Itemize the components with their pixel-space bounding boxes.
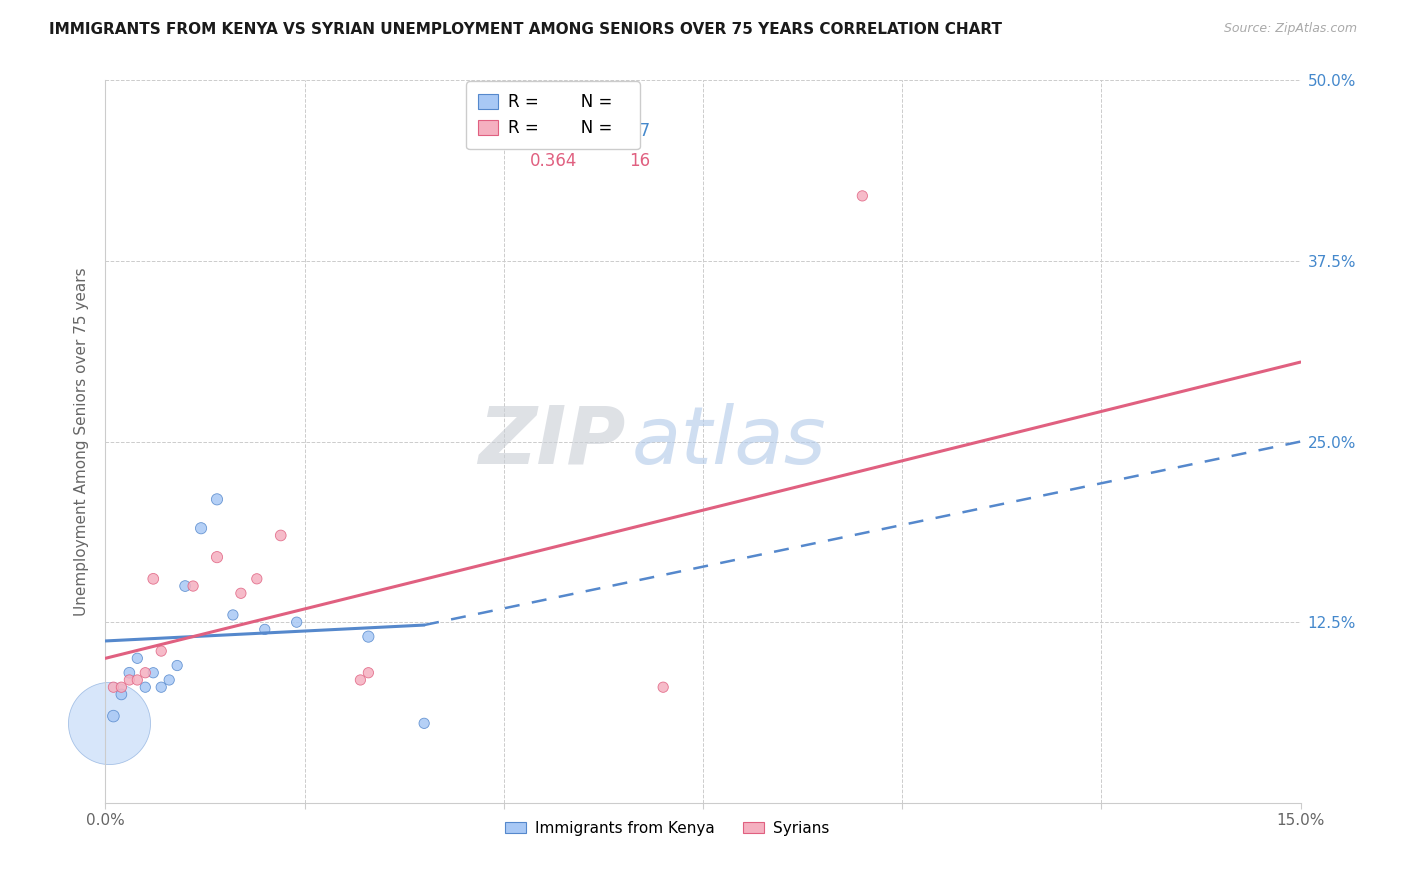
Point	[142, 665, 165, 680]
Point	[357, 630, 380, 644]
Text: 0.107: 0.107	[530, 122, 576, 140]
Point	[349, 673, 371, 687]
Point	[103, 680, 125, 694]
Point	[103, 709, 125, 723]
Text: 16: 16	[628, 152, 650, 169]
Text: atlas: atlas	[631, 402, 827, 481]
Point	[652, 680, 675, 694]
Point	[142, 572, 165, 586]
Text: 0.364: 0.364	[530, 152, 576, 169]
Point	[205, 492, 228, 507]
Point	[110, 687, 132, 701]
Point	[150, 644, 173, 658]
Point	[181, 579, 204, 593]
Point	[229, 586, 252, 600]
Point	[157, 673, 180, 687]
Point	[150, 680, 173, 694]
Point	[222, 607, 245, 622]
Point	[174, 579, 197, 593]
Text: ZIP: ZIP	[478, 402, 626, 481]
Point	[134, 680, 156, 694]
Point	[134, 665, 156, 680]
Text: 17: 17	[628, 122, 650, 140]
Point	[413, 716, 436, 731]
Point	[110, 680, 132, 694]
Point	[851, 189, 873, 203]
Text: IMMIGRANTS FROM KENYA VS SYRIAN UNEMPLOYMENT AMONG SENIORS OVER 75 YEARS CORRELA: IMMIGRANTS FROM KENYA VS SYRIAN UNEMPLOY…	[49, 22, 1002, 37]
Point	[285, 615, 308, 630]
Point	[270, 528, 292, 542]
Point	[118, 665, 141, 680]
Legend: Immigrants from Kenya, Syrians: Immigrants from Kenya, Syrians	[499, 815, 835, 842]
Y-axis label: Unemployment Among Seniors over 75 years: Unemployment Among Seniors over 75 years	[75, 268, 90, 615]
Point	[253, 623, 276, 637]
Point	[166, 658, 188, 673]
Point	[246, 572, 269, 586]
Point	[127, 673, 149, 687]
Text: Source: ZipAtlas.com: Source: ZipAtlas.com	[1223, 22, 1357, 36]
Point	[357, 665, 380, 680]
Point	[98, 716, 121, 731]
Point	[205, 550, 228, 565]
Point	[127, 651, 149, 665]
Point	[190, 521, 212, 535]
Point	[118, 673, 141, 687]
